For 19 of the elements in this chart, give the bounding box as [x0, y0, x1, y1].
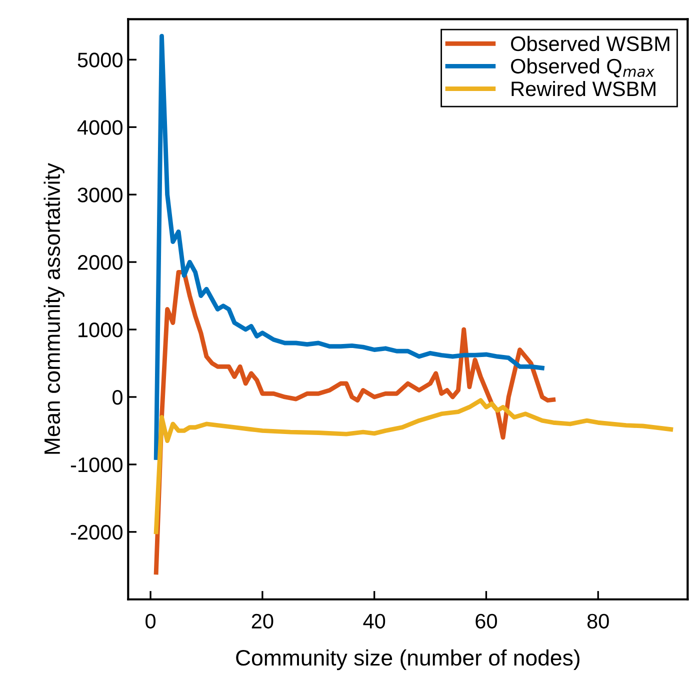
x-tick-label: 40 — [363, 614, 386, 629]
legend-label: Observed Q$_{max}$ — [511, 58, 654, 78]
x-tick-label: 20 — [252, 614, 274, 629]
y-axis-title: Mean community assortativity — [44, 162, 64, 454]
y-tick-label: 2000 — [78, 255, 122, 270]
y-tick-label: -2000 — [70, 524, 122, 540]
line-series — [154, 398, 674, 534]
y-tick-label: 0 — [112, 390, 122, 405]
x-axis-title: Community size (number of nodes) — [236, 649, 580, 670]
y-tick-label: 3000 — [78, 188, 122, 202]
y-tick-label: 5000 — [78, 52, 122, 68]
x-tick-label: 80 — [587, 614, 609, 629]
y-tick-label: 4000 — [77, 120, 122, 135]
y-tick-label: 1000 — [78, 322, 122, 338]
x-tick-label: 60 — [476, 614, 497, 629]
legend-label: Rewired WSBM — [512, 80, 656, 96]
y-tick-label: -1000 — [70, 457, 122, 472]
legend-label: Observed WSBM — [511, 36, 670, 52]
x-tick-label: 0 — [146, 614, 156, 629]
